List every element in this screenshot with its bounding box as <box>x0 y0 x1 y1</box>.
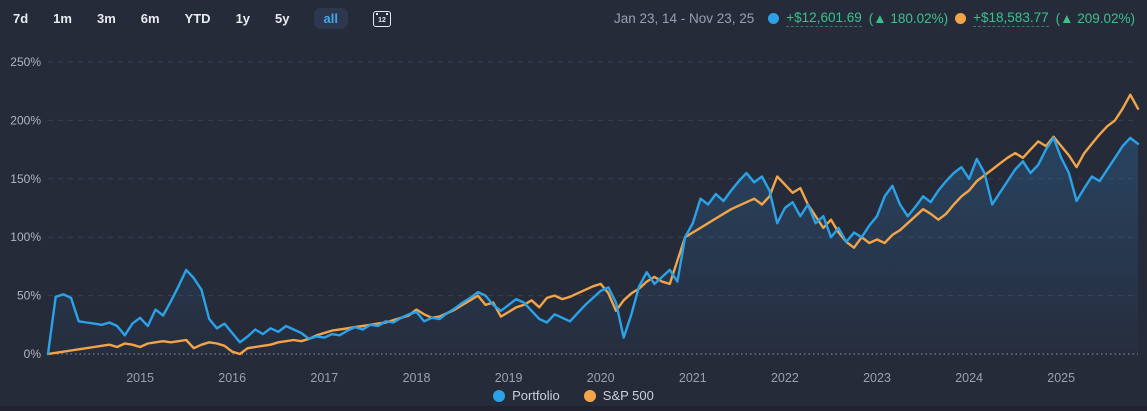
range-button-1m[interactable]: 1m <box>53 10 72 26</box>
portfolio-line[interactable] <box>46 136 1140 356</box>
x-tick-label-2020: 2020 <box>587 371 615 385</box>
range-button-5y[interactable]: 5y <box>275 10 290 26</box>
y-tick-label-250: 250% <box>10 55 41 69</box>
x-tick-label-2019: 2019 <box>495 371 523 385</box>
x-tick-label-2015: 2015 <box>126 371 154 385</box>
legend-item-sp500[interactable]: S&P 500 <box>583 388 654 403</box>
x-tick-label-2025: 2025 <box>1047 371 1075 385</box>
x-tick-label-2021: 2021 <box>679 371 707 385</box>
sp500-change-value[interactable]: +$18,583.77 <box>973 9 1049 27</box>
range-button-1y[interactable]: 1y <box>235 10 251 26</box>
sp500-line[interactable] <box>46 93 1140 356</box>
x-tick-label-2017: 2017 <box>310 371 338 385</box>
performance-summary: Jan 23, 14 - Nov 23, 25 +$12,601.69 (▲ 1… <box>614 10 1135 27</box>
range-button-3m[interactable]: 3m <box>96 10 116 26</box>
range-button-7d[interactable]: 7d <box>13 10 29 26</box>
y-tick-label-50: 50% <box>17 289 41 303</box>
x-tick-label-2018: 2018 <box>403 371 431 385</box>
portfolio-change-percent: (▲ 180.02%) <box>868 10 949 26</box>
portfolio-dot-icon <box>768 12 780 24</box>
y-tick-label-150: 150% <box>10 172 41 186</box>
sp500-change-percent: (▲ 209.02%) <box>1055 10 1135 26</box>
range-button-all[interactable]: all <box>313 7 348 29</box>
legend-sp500-dot-icon <box>583 389 596 402</box>
toolbar: 7d 1m 3m 6m YTD 1y 5y all 12 Jan 23, 14 … <box>0 0 1147 34</box>
legend-portfolio-dot-icon <box>493 389 506 402</box>
x-tick-label-2022: 2022 <box>771 371 799 385</box>
portfolio-area-fill <box>48 137 1138 354</box>
y-tick-label-100: 100% <box>10 230 41 244</box>
calendar-icon-number: 12 <box>378 17 386 24</box>
calendar-icon: 12 <box>372 11 391 27</box>
range-button-ytd[interactable]: YTD <box>184 10 211 26</box>
date-range-label: Jan 23, 14 - Nov 23, 25 <box>613 10 755 26</box>
y-tick-label-0: 0% <box>24 347 42 361</box>
x-tick-label-2023: 2023 <box>863 371 891 385</box>
range-selector: 7d 1m 3m 6m YTD 1y 5y all 12 <box>12 7 391 29</box>
y-tick-label-200: 200% <box>10 113 41 127</box>
bottom-shade <box>0 406 1147 411</box>
portfolio-change-value[interactable]: +$12,601.69 <box>786 9 862 27</box>
x-tick-label-2016: 2016 <box>218 371 246 385</box>
custom-date-range-button[interactable]: 12 <box>372 9 391 27</box>
x-tick-label-2024: 2024 <box>955 371 983 385</box>
range-button-6m[interactable]: 6m <box>140 10 160 26</box>
chart-legend: Portfolio S&P 500 <box>0 388 1147 403</box>
legend-portfolio-label: Portfolio <box>512 388 560 403</box>
legend-item-portfolio[interactable]: Portfolio <box>493 388 560 403</box>
legend-sp500-label: S&P 500 <box>602 388 654 403</box>
sp500-dot-icon <box>955 12 967 24</box>
